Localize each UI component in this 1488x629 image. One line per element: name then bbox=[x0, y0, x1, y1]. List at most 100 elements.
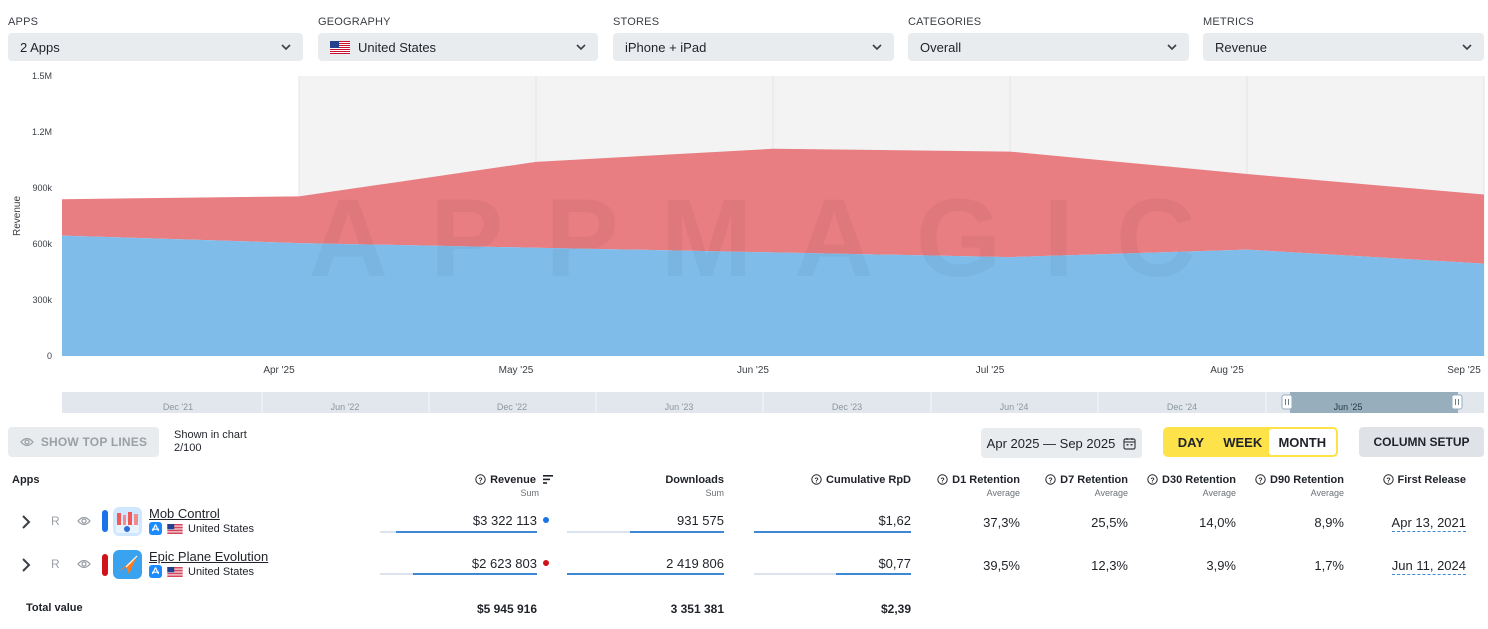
help-icon: ? bbox=[937, 474, 948, 485]
series-color-swatch bbox=[102, 510, 108, 532]
first-release-cell[interactable]: Jun 11, 2024 bbox=[1391, 558, 1466, 575]
svg-text:?: ? bbox=[478, 477, 482, 484]
header-apps: Apps bbox=[12, 474, 40, 486]
metrics-select[interactable]: Revenue bbox=[1203, 33, 1484, 61]
shown-in-chart-value: 2/100 bbox=[174, 442, 202, 454]
total-revenue: $5 945 916 bbox=[476, 602, 537, 616]
header-d7[interactable]: ? D7 Retention Average bbox=[1045, 474, 1128, 498]
d7-cell: 25,5% bbox=[1091, 515, 1128, 530]
y-tick-label: 1.2M bbox=[32, 127, 52, 137]
header-downloads[interactable]: Downloads Sum bbox=[665, 474, 724, 498]
d1-cell: 37,3% bbox=[983, 515, 1020, 530]
y-tick-label: 300k bbox=[32, 295, 52, 305]
row-marker[interactable]: R bbox=[51, 514, 60, 528]
date-range-value: Apr 2025 — Sep 2025 bbox=[986, 435, 1116, 451]
expand-chevron-icon[interactable] bbox=[20, 557, 32, 573]
revenue-area-chart[interactable]: APPMAGIC 0 300k 600k 900k 1.2M 1.5M Revenue Apr … bbox=[0, 66, 1488, 416]
header-first-release[interactable]: ? First Release bbox=[1382, 474, 1466, 486]
header-d30-label: D30 Retention bbox=[1162, 474, 1236, 486]
app-name-link[interactable]: Mob Control bbox=[149, 506, 220, 521]
help-icon: ? bbox=[1382, 474, 1394, 485]
svg-text:?: ? bbox=[1258, 477, 1262, 484]
series-area-epic-plane bbox=[62, 148, 1484, 264]
svg-text:?: ? bbox=[1150, 477, 1154, 484]
help-icon: ? bbox=[1255, 474, 1266, 485]
rpd-share-bar bbox=[754, 573, 911, 575]
eye-icon[interactable] bbox=[77, 559, 91, 569]
rpd-cell: $0,77 bbox=[878, 556, 911, 571]
y-tick-label: 0 bbox=[47, 351, 52, 361]
revenue-share-bar bbox=[380, 531, 537, 533]
column-setup-button[interactable]: COLUMN SETUP bbox=[1359, 427, 1484, 457]
header-downloads-sub: Sum bbox=[705, 488, 724, 498]
header-d30[interactable]: ? D30 Retention Average bbox=[1147, 474, 1236, 498]
series-color-swatch bbox=[102, 554, 108, 576]
navigator-handle[interactable] bbox=[1281, 394, 1293, 410]
svg-text:?: ? bbox=[941, 477, 945, 484]
categories-select[interactable]: Overall bbox=[908, 33, 1189, 61]
eye-icon[interactable] bbox=[77, 516, 91, 526]
x-tick-label: May '25 bbox=[499, 365, 534, 376]
app-subline: United States bbox=[149, 522, 254, 535]
sort-icon[interactable] bbox=[543, 475, 553, 484]
help-icon: ? bbox=[811, 474, 822, 485]
navigator-label: Jun '23 bbox=[665, 402, 694, 412]
d90-cell: 8,9% bbox=[1314, 515, 1344, 530]
date-range-picker[interactable]: Apr 2025 — Sep 2025 bbox=[981, 428, 1142, 458]
header-d90-sub: Average bbox=[1310, 488, 1344, 498]
us-flag-icon bbox=[330, 40, 350, 54]
header-revenue-sub: Sum bbox=[520, 488, 539, 498]
table-row[interactable]: R Mob Control United States $3 322 113 9… bbox=[0, 506, 1488, 548]
granularity-week-button[interactable]: WEEK bbox=[1223, 434, 1263, 450]
granularity-day-button[interactable]: DAY bbox=[1177, 434, 1205, 450]
navigator-label: Dec '23 bbox=[832, 402, 862, 412]
header-downloads-label: Downloads bbox=[665, 474, 724, 486]
app-country: United States bbox=[188, 565, 255, 578]
shown-in-chart-label: Shown in chart bbox=[174, 429, 247, 441]
first-release-cell[interactable]: Apr 13, 2021 bbox=[1391, 515, 1466, 532]
navigator-label: Dec '24 bbox=[1167, 402, 1197, 412]
svg-text:?: ? bbox=[814, 477, 818, 484]
chevron-down-icon bbox=[1462, 44, 1472, 51]
header-d7-sub: Average bbox=[1094, 488, 1128, 498]
filter-metrics: METRICS Revenue bbox=[1203, 14, 1484, 61]
y-axis-label: Revenue bbox=[12, 196, 23, 236]
d7-cell: 12,3% bbox=[1091, 558, 1128, 573]
x-tick-label: Apr '25 bbox=[263, 365, 295, 376]
chart-controls: SHOW TOP LINES Shown in chart 2/100 Apr … bbox=[0, 425, 1488, 461]
filter-geography: GEOGRAPHY United States bbox=[318, 14, 598, 61]
show-top-lines-button[interactable]: SHOW TOP LINES bbox=[8, 427, 159, 457]
header-d90[interactable]: ? D90 Retention Average bbox=[1255, 474, 1344, 498]
chevron-down-icon bbox=[281, 44, 291, 51]
calendar-icon bbox=[1123, 437, 1136, 450]
filter-stores: STORES iPhone + iPad bbox=[613, 14, 894, 61]
granularity-toggle: DAY WEEK MONTH bbox=[1163, 427, 1338, 457]
x-tick-label: Jul '25 bbox=[976, 365, 1005, 376]
granularity-month-button[interactable]: MONTH bbox=[1268, 429, 1336, 455]
header-d1[interactable]: ? D1 Retention Average bbox=[937, 474, 1020, 498]
header-rpd-label: Cumulative RpD bbox=[826, 474, 911, 486]
navigator-selection bbox=[1290, 392, 1458, 413]
expand-chevron-icon[interactable] bbox=[20, 514, 32, 530]
geography-select[interactable]: United States bbox=[318, 33, 598, 61]
y-tick-label: 900k bbox=[32, 183, 52, 193]
row-marker[interactable]: R bbox=[51, 557, 60, 571]
filter-label: STORES bbox=[613, 16, 660, 28]
select-value: 2 Apps bbox=[20, 39, 60, 55]
d30-cell: 14,0% bbox=[1199, 515, 1236, 530]
app-subline: United States bbox=[149, 565, 254, 578]
chevron-down-icon bbox=[872, 44, 882, 51]
stores-select[interactable]: iPhone + iPad bbox=[613, 33, 894, 61]
table-row[interactable]: R Epic Plane Evolution United States $2 … bbox=[0, 549, 1488, 591]
filter-label: METRICS bbox=[1203, 16, 1254, 28]
downloads-share-bar bbox=[567, 531, 724, 533]
x-tick-label: Jun '25 bbox=[737, 365, 769, 376]
select-value: United States bbox=[358, 39, 437, 55]
apps-select[interactable]: 2 Apps bbox=[8, 33, 303, 61]
series-dot bbox=[543, 560, 549, 566]
d30-cell: 3,9% bbox=[1206, 558, 1236, 573]
navigator-handle[interactable] bbox=[1451, 394, 1463, 410]
app-name-link[interactable]: Epic Plane Evolution bbox=[149, 549, 269, 564]
header-revenue[interactable]: ? Revenue Sum bbox=[475, 474, 553, 498]
header-rpd[interactable]: ? Cumulative RpD bbox=[811, 474, 911, 486]
